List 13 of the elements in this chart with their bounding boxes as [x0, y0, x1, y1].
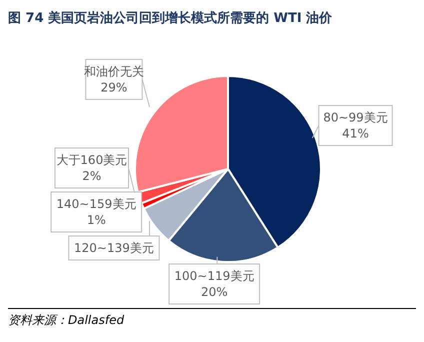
chart-title: 图 74 美国页岩油公司回到增长模式所需要的 WTI 油价: [8, 8, 416, 31]
data-label: 20%: [201, 285, 228, 299]
slice-label: 120~139美元: [74, 241, 154, 255]
data-label: 1%: [86, 213, 106, 227]
slice-label: 100~119美元: [174, 269, 254, 283]
slice-label: 80~99美元: [323, 110, 388, 124]
slice-label: 大于160美元: [56, 153, 128, 167]
data-label: 2%: [82, 169, 102, 183]
slice-label: 和油价无关: [84, 64, 144, 78]
data-label: 41%: [342, 126, 369, 140]
data-label: 29%: [100, 80, 128, 94]
text: 资料来源：Dallasfed: [8, 312, 126, 329]
slice-label: 140~159美元: [56, 197, 136, 211]
